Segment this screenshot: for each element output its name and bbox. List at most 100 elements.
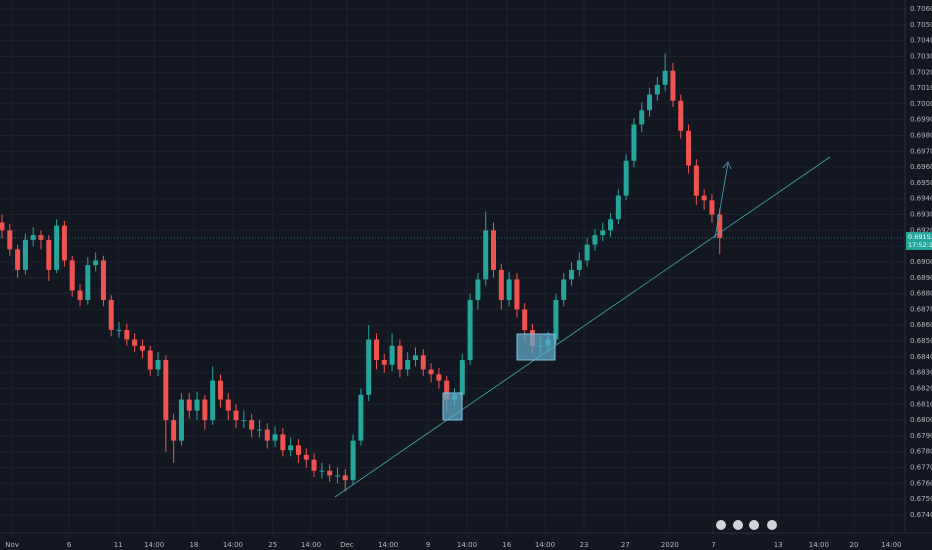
event-icon — [749, 520, 759, 530]
candle-body — [85, 265, 91, 300]
candle-body — [553, 299, 559, 340]
candle-body — [171, 420, 177, 441]
price-tag — [906, 231, 932, 250]
candle-body — [217, 380, 223, 400]
y-tick-label: 0.68900 — [910, 274, 932, 282]
candle-body — [272, 434, 278, 441]
x-tick-label: Nov — [5, 541, 19, 549]
candle-body — [686, 130, 692, 166]
candle-body — [77, 290, 83, 300]
y-tick-label: 0.68400 — [910, 353, 932, 361]
candle-body — [693, 165, 699, 196]
candle-body — [436, 374, 442, 381]
candle-body — [163, 360, 169, 421]
candle-body — [202, 399, 208, 421]
y-tick-label: 0.69300 — [910, 211, 932, 219]
y-tick-label: 0.68500 — [910, 337, 932, 345]
candle-body — [701, 195, 707, 201]
candle-body — [678, 100, 684, 131]
candle-body — [358, 394, 364, 441]
candle-body — [15, 249, 21, 270]
candle-body — [61, 225, 67, 261]
y-tick-label: 0.69700 — [910, 147, 932, 155]
candle-body — [46, 239, 52, 270]
candle-body — [342, 475, 348, 481]
y-tick-label: 0.68700 — [910, 305, 932, 313]
y-tick-label: 0.70100 — [910, 84, 932, 92]
y-tick-label: 0.67600 — [910, 479, 932, 487]
candle-body — [225, 399, 231, 411]
x-tick-label: 27 — [621, 541, 630, 549]
candle-body — [288, 445, 294, 451]
y-tick-label: 0.68800 — [910, 290, 932, 298]
x-tick-label: 6 — [67, 541, 72, 549]
y-tick-label: 0.70600 — [910, 5, 932, 13]
candle-body — [670, 70, 676, 101]
event-icon — [733, 520, 743, 530]
candle-body — [319, 470, 325, 472]
candle-body — [108, 299, 114, 330]
y-tick-label: 0.70200 — [910, 68, 932, 76]
candle-body — [662, 70, 668, 85]
candle-body — [444, 380, 450, 400]
arrow-head — [722, 161, 732, 170]
candle-body — [139, 345, 145, 351]
y-tick-label: 0.67500 — [910, 495, 932, 503]
candle-body — [717, 214, 723, 238]
y-tick-label: 0.67400 — [910, 511, 932, 519]
grid — [0, 0, 905, 533]
candle-body — [428, 369, 434, 375]
candle-body — [7, 230, 13, 250]
candle-body — [54, 225, 60, 270]
y-tick-label: 0.69000 — [910, 258, 932, 266]
candle-body — [249, 420, 255, 430]
y-tick-label: 0.67800 — [910, 448, 932, 456]
y-tick-label: 0.68100 — [910, 400, 932, 408]
candle-body — [569, 269, 575, 280]
x-tick-label: 7 — [711, 541, 715, 549]
candle-body — [412, 355, 418, 361]
candle-body — [592, 235, 598, 245]
candle-body — [420, 355, 426, 370]
x-tick-label: 11 — [114, 541, 123, 549]
candle-body — [38, 235, 44, 240]
price-tag-countdown: 17:52:15 — [908, 241, 932, 249]
x-tick-label: 18 — [189, 541, 198, 549]
x-tick-label: 23 — [580, 541, 589, 549]
candle-body — [303, 454, 309, 460]
y-tick-label: 0.68300 — [910, 369, 932, 377]
candle-body — [124, 329, 130, 340]
x-tick-label: 9 — [426, 541, 430, 549]
candle-body — [210, 380, 216, 421]
event-icon — [767, 520, 777, 530]
support-box — [442, 392, 463, 421]
candle-body — [576, 260, 582, 270]
candle-body — [116, 329, 122, 331]
candle-body — [373, 339, 379, 361]
candle-body — [366, 339, 372, 395]
candle-body — [264, 429, 270, 441]
candle-body — [584, 244, 590, 261]
y-tick-label: 0.70300 — [910, 52, 932, 60]
candle-body — [654, 84, 660, 95]
candle-body — [350, 440, 356, 481]
x-tick-label: 14:00 — [378, 541, 398, 549]
candle-body — [186, 399, 192, 411]
y-tick-label: 0.70000 — [910, 100, 932, 108]
y-tick-label: 0.69400 — [910, 195, 932, 203]
candle-body — [600, 230, 606, 236]
x-tick-label: 14:00 — [535, 541, 555, 549]
projection-arrow — [714, 162, 729, 239]
y-tick-label: 0.68200 — [910, 384, 932, 392]
candle-body — [647, 94, 653, 111]
x-tick-label: 25 — [268, 541, 277, 549]
candle-body — [498, 269, 504, 300]
y-tick-label: 0.67900 — [910, 432, 932, 440]
x-tick-label: 16 — [502, 541, 511, 549]
candle-body — [475, 279, 481, 300]
candle-body — [233, 410, 239, 421]
x-tick-label: 14:00 — [223, 541, 243, 549]
candle-body — [311, 459, 317, 471]
